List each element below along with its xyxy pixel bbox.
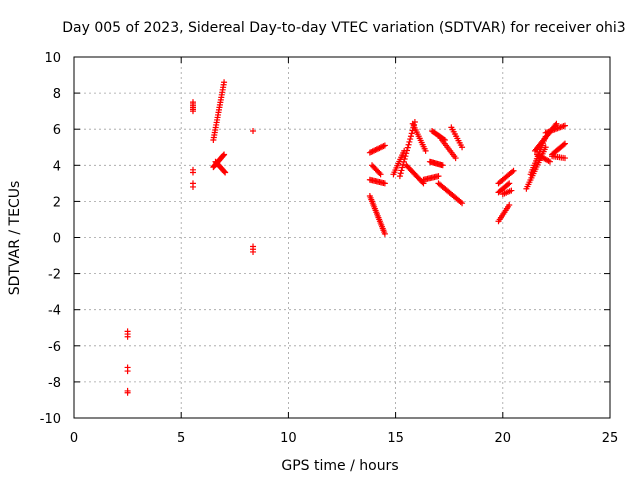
x-tick-label: 20 bbox=[495, 431, 512, 446]
data-point-marker bbox=[459, 144, 466, 151]
data-point-marker bbox=[189, 180, 196, 187]
y-tick-label: 6 bbox=[53, 123, 61, 138]
data-point-marker bbox=[397, 170, 404, 177]
y-tick-label: 2 bbox=[53, 195, 61, 210]
data-point-marker bbox=[375, 145, 382, 152]
data-points bbox=[124, 79, 568, 396]
data-point-marker bbox=[405, 141, 412, 148]
data-point-marker bbox=[509, 168, 516, 175]
data-point-marker bbox=[222, 169, 229, 176]
data-point-marker bbox=[381, 142, 388, 149]
data-point-marker bbox=[400, 158, 407, 165]
y-tick-label: 0 bbox=[53, 232, 61, 247]
y-tick-label: 10 bbox=[44, 51, 61, 66]
x-tick-label: 15 bbox=[387, 431, 404, 446]
data-point-marker bbox=[406, 138, 413, 145]
data-point-marker bbox=[250, 248, 257, 255]
x-tick-label: 5 bbox=[177, 431, 185, 446]
data-point-marker bbox=[435, 173, 442, 180]
data-point-marker bbox=[407, 136, 414, 143]
data-point-marker bbox=[221, 168, 228, 175]
data-point-marker bbox=[506, 180, 513, 187]
data-point-marker bbox=[189, 166, 196, 173]
y-axis-tick-labels: -10 -8 -6 -4 -2 0 2 4 6 8 10 bbox=[40, 51, 61, 427]
data-point-marker bbox=[403, 150, 410, 157]
data-point-marker bbox=[401, 156, 408, 163]
data-point-marker bbox=[403, 147, 410, 154]
data-point-marker bbox=[377, 171, 384, 178]
data-point-marker bbox=[407, 133, 414, 140]
data-point-marker bbox=[380, 143, 387, 150]
y-tick-label: 8 bbox=[53, 87, 61, 102]
data-point-marker bbox=[369, 148, 376, 155]
data-point-marker bbox=[404, 144, 411, 151]
grid-lines bbox=[74, 57, 610, 418]
data-point-marker bbox=[377, 144, 384, 151]
data-point-marker bbox=[398, 167, 405, 174]
data-point-marker bbox=[439, 162, 446, 169]
data-point-marker bbox=[381, 230, 388, 237]
data-point-marker bbox=[381, 180, 388, 187]
data-point-marker bbox=[457, 199, 464, 206]
y-tick-label: 4 bbox=[53, 159, 61, 174]
data-point-marker bbox=[370, 147, 377, 154]
data-point-marker bbox=[124, 389, 131, 396]
y-tick-label: -8 bbox=[48, 376, 61, 391]
data-point-marker bbox=[452, 155, 459, 162]
data-point-marker bbox=[221, 79, 228, 86]
data-point-marker bbox=[552, 122, 559, 129]
y-tick-label: -2 bbox=[48, 268, 61, 283]
data-point-marker bbox=[508, 187, 515, 194]
data-point-marker bbox=[553, 120, 560, 127]
data-point-marker bbox=[250, 128, 257, 135]
data-point-marker bbox=[220, 152, 227, 159]
data-point-marker bbox=[366, 149, 373, 156]
data-point-marker bbox=[402, 153, 409, 160]
y-tick-label: -10 bbox=[40, 412, 61, 427]
x-tick-label: 10 bbox=[280, 431, 297, 446]
plot-frame bbox=[73, 56, 611, 419]
y-tick-label: -6 bbox=[48, 340, 61, 355]
data-point-marker bbox=[124, 333, 131, 340]
data-point-marker bbox=[546, 158, 553, 165]
data-point-marker bbox=[422, 147, 429, 154]
data-point-marker bbox=[561, 122, 568, 129]
data-point-marker bbox=[506, 202, 513, 209]
data-point-marker bbox=[408, 130, 415, 137]
data-point-marker bbox=[372, 147, 379, 154]
data-point-marker bbox=[396, 173, 403, 180]
data-point-marker bbox=[376, 170, 383, 177]
data-point-marker bbox=[221, 151, 228, 158]
data-point-marker bbox=[368, 149, 375, 156]
x-tick-label: 0 bbox=[70, 431, 78, 446]
data-point-marker bbox=[399, 164, 406, 171]
data-point-marker bbox=[376, 145, 383, 152]
data-point-marker bbox=[561, 140, 568, 147]
data-point-marker bbox=[189, 99, 196, 106]
chart-title: Day 005 of 2023, Sidereal Day-to-day VTE… bbox=[62, 20, 625, 36]
data-point-marker bbox=[560, 141, 567, 148]
x-tick-label: 25 bbox=[602, 431, 619, 446]
y-tick-label: -4 bbox=[48, 304, 61, 319]
data-point-marker bbox=[379, 143, 386, 150]
data-point-marker bbox=[510, 167, 517, 174]
y-axis-title: SDTVAR / TECUs bbox=[7, 181, 23, 296]
x-axis-title: GPS time / hours bbox=[281, 458, 398, 474]
data-point-marker bbox=[124, 368, 131, 375]
data-point-marker bbox=[459, 200, 466, 207]
x-axis-tick-labels: 0 5 10 15 20 25 bbox=[70, 431, 618, 446]
data-point-marker bbox=[505, 181, 512, 188]
data-point-marker bbox=[373, 146, 380, 153]
data-point-marker bbox=[561, 155, 568, 162]
